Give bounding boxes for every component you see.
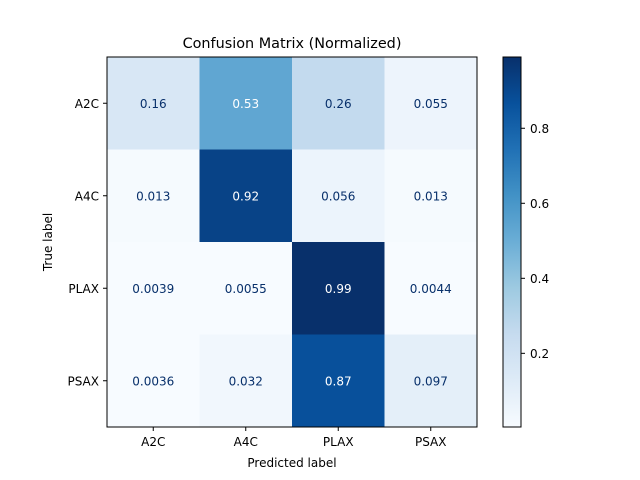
x-tick-label: PLAX [323, 435, 354, 449]
x-tick-label: A4C [234, 435, 258, 449]
cell-value-label: 0.87 [325, 374, 352, 388]
colorbar-tick-label: 0.8 [530, 122, 549, 136]
cell-value-label: 0.056 [321, 189, 355, 203]
cell-value-label: 0.0036 [132, 374, 174, 388]
matrix-cell [199, 334, 293, 428]
cell-value-label: 0.99 [325, 282, 352, 296]
matrix-cell [107, 149, 200, 243]
cell-value-label: 0.013 [414, 189, 448, 203]
colorbar-ticks: 0.2 0.4 0.6 0.8 [521, 122, 549, 361]
y-axis-label: True label [41, 213, 55, 272]
x-tick-label: PSAX [415, 435, 447, 449]
cell-value-label: 0.26 [325, 97, 352, 111]
cell-value-label: 0.0055 [225, 282, 267, 296]
matrix-cell [199, 149, 293, 243]
cell-value-label: 0.92 [232, 189, 259, 203]
matrix-cell [292, 334, 385, 428]
cell-value-label: 0.0044 [410, 282, 452, 296]
matrix-cell [292, 242, 385, 335]
y-tick-label: PSAX [67, 374, 99, 388]
colorbar-tick-label: 0.6 [530, 197, 549, 211]
matrix-cell [292, 57, 385, 150]
y-ticks: A2C A4C PLAX PSAX [67, 97, 107, 388]
matrix-cell [384, 242, 478, 335]
cell-value-label: 0.53 [232, 97, 259, 111]
matrix-cell [107, 334, 200, 428]
cell-value-label: 0.032 [229, 374, 263, 388]
matrix-cells: 0.16 0.53 0.26 0.055 0.013 0.92 0.056 0.013 0.00… [107, 57, 478, 428]
matrix-cell [199, 57, 293, 150]
matrix-frame [106, 56, 478, 428]
y-tick-label: A2C [75, 97, 99, 111]
matrix-cell [292, 149, 385, 243]
x-tick-label: A2C [141, 435, 165, 449]
matrix-cell [107, 57, 200, 150]
cell-value-label: 0.16 [140, 97, 167, 111]
cell-value-label: 0.097 [414, 374, 448, 388]
x-axis-label: Predicted label [247, 456, 336, 470]
colorbar-tick-label: 0.2 [530, 347, 549, 361]
cell-value-label: 0.013 [136, 189, 170, 203]
matrix-cell [384, 57, 478, 150]
matrix-cell [199, 242, 293, 335]
cell-value-label: 0.0039 [132, 282, 174, 296]
x-ticks: A2C A4C PLAX PSAX [141, 427, 447, 449]
colorbar [502, 56, 522, 428]
y-tick-label: PLAX [68, 282, 99, 296]
cell-value-label: 0.055 [414, 97, 448, 111]
y-tick-label: A4C [75, 189, 99, 203]
matrix-cell [107, 242, 200, 335]
matrix-cell [384, 149, 478, 243]
matrix-cell [384, 334, 478, 428]
colorbar-tick-label: 0.4 [530, 272, 549, 286]
chart-title: Confusion Matrix (Normalized) [183, 36, 402, 52]
